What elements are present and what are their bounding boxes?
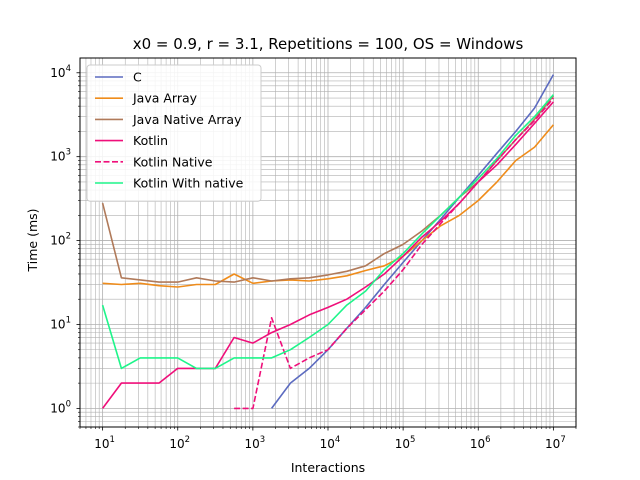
x-tick-label: 101 (94, 435, 115, 451)
axis-ticks: 101 102 103 104 105 106 107 100 101 102 103 104 (50, 64, 577, 451)
plot-series (101, 74, 555, 410)
legend-label: Kotlin (133, 133, 168, 148)
x-tick-label: 107 (545, 435, 566, 451)
y-axis-label: Time (ms) (25, 208, 40, 272)
y-tick-label: 104 (50, 64, 71, 80)
series-line (101, 101, 555, 409)
y-tick-label: 101 (50, 315, 71, 331)
series-line (102, 124, 555, 288)
y-tick-label: 103 (50, 148, 71, 164)
series-line (101, 94, 555, 370)
y-tick-label: 102 (50, 232, 71, 248)
legend-label: Kotlin Native (133, 154, 213, 169)
legend-label: Java Native Array (132, 112, 242, 127)
x-tick-label: 106 (470, 435, 491, 451)
legend-label: C (133, 70, 142, 85)
x-tick-label: 105 (395, 435, 416, 451)
series-line (270, 74, 555, 409)
chart-title: x0 = 0.9, r = 3.1, Repetitions = 100, OS… (133, 35, 524, 53)
legend: C Java Array Java Native Array Kotlin Kotlin… (86, 64, 262, 202)
x-tick-label: 102 (169, 435, 190, 451)
legend-label: Kotlin With native (133, 176, 244, 191)
legend-box (86, 64, 262, 202)
y-tick-label: 100 (50, 399, 71, 415)
x-tick-label: 103 (245, 435, 266, 451)
series-line (234, 97, 555, 410)
legend-label: Java Array (132, 91, 198, 106)
x-tick-label: 104 (320, 435, 341, 451)
x-axis-label: Interactions (291, 460, 365, 475)
